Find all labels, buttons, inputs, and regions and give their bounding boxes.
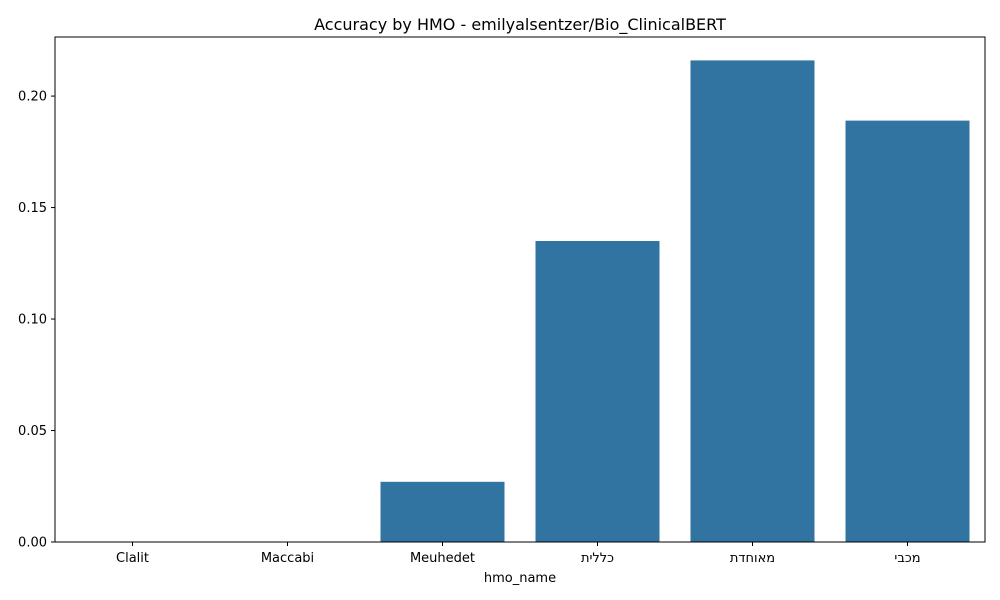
x-tick-label: מכבי [894, 551, 920, 566]
bar-4 [690, 60, 815, 543]
y-tick-label: 0.05 [18, 424, 47, 439]
x-tick-label: Clalit [116, 551, 149, 566]
x-axis-label: hmo_name [484, 571, 556, 586]
x-tick-label: מאוחדת [730, 551, 775, 566]
y-tick-label: 0.15 [18, 201, 47, 216]
x-axis-ticks: Clalit Maccabi Meuhedet כללית מאוחדת מכבי [116, 542, 921, 566]
y-axis-ticks: 0.00 0.05 0.10 0.15 0.20 [18, 90, 55, 551]
bar-3 [535, 241, 660, 542]
plot-frame [54, 36, 986, 543]
chart-title: Accuracy by HMO - emilyalsentzer/Bio_Cli… [314, 15, 726, 35]
x-tick-label: כללית [581, 551, 614, 566]
bars-group [380, 60, 970, 543]
y-tick-label: 0.00 [18, 536, 47, 551]
x-tick-label: Meuhedet [410, 551, 475, 566]
y-tick-label: 0.10 [18, 313, 47, 328]
bar-5 [845, 120, 970, 543]
y-tick-label: 0.20 [18, 90, 47, 105]
bar-2 [380, 481, 505, 542]
x-tick-label: Maccabi [261, 551, 314, 566]
